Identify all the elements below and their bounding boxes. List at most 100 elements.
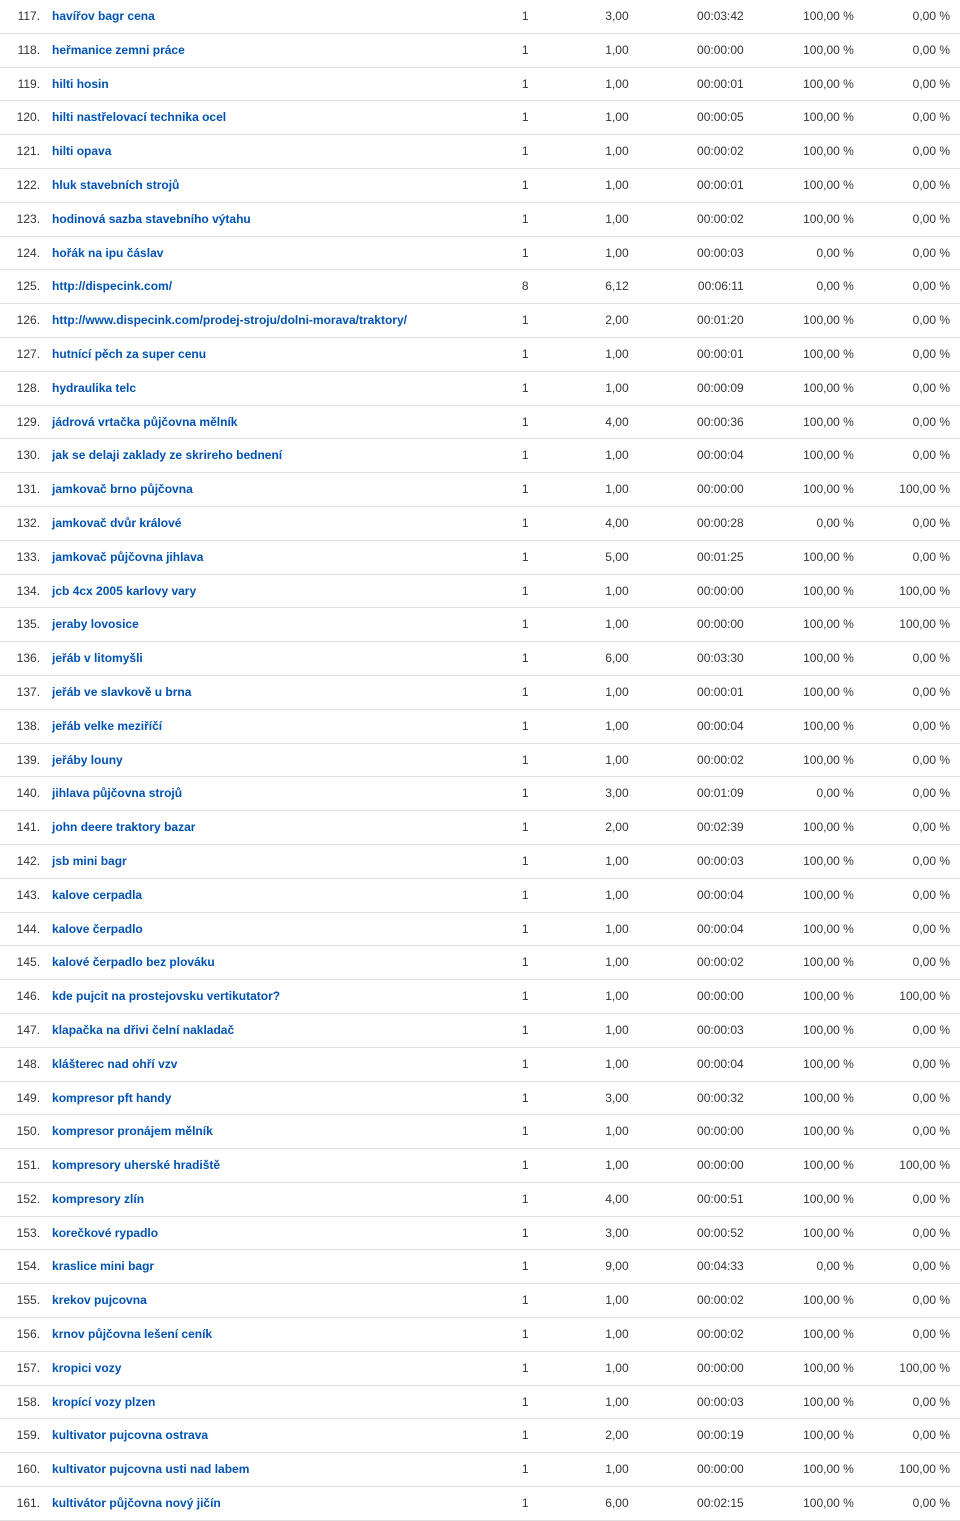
keyword-link[interactable]: hutnící pěch za super cenu bbox=[52, 347, 206, 361]
bounce-rate-pct: 0,00 % bbox=[860, 67, 960, 101]
bounce-rate-pct: 100,00 % bbox=[860, 980, 960, 1014]
keyword-cell: jeraby lovosice bbox=[44, 608, 444, 642]
keyword-link[interactable]: kompresor pft handy bbox=[52, 1091, 171, 1105]
row-index: 139. bbox=[0, 743, 44, 777]
keyword-link[interactable]: jeřáby louny bbox=[52, 753, 123, 767]
bounce-rate-pct: 100,00 % bbox=[860, 1453, 960, 1487]
avg-time: 00:00:02 bbox=[635, 135, 750, 169]
new-visits-pct: 100,00 % bbox=[750, 1419, 860, 1453]
keyword-link[interactable]: hydraulika telc bbox=[52, 381, 136, 395]
avg-time: 00:00:03 bbox=[635, 236, 750, 270]
row-index: 117. bbox=[0, 0, 44, 33]
bounce-rate-pct: 0,00 % bbox=[860, 1216, 960, 1250]
avg-time: 00:00:03 bbox=[635, 844, 750, 878]
keyword-link[interactable]: korečkové rypadlo bbox=[52, 1226, 158, 1240]
keyword-link[interactable]: hilti hosin bbox=[52, 77, 109, 91]
keyword-link[interactable]: kropící vozy plzen bbox=[52, 1395, 155, 1409]
row-index: 135. bbox=[0, 608, 44, 642]
keyword-link[interactable]: jádrová vrtačka půjčovna mělník bbox=[52, 415, 237, 429]
table-row: 132.jamkovač dvůr králové14,0000:00:280,… bbox=[0, 506, 960, 540]
pages-per-visit: 1,00 bbox=[535, 980, 635, 1014]
keyword-link[interactable]: kraslice mini bagr bbox=[52, 1259, 154, 1273]
new-visits-pct: 100,00 % bbox=[750, 0, 860, 33]
keyword-link[interactable]: jeřáb velke meziříčí bbox=[52, 719, 162, 733]
visits-count: 1 bbox=[444, 0, 534, 33]
pages-per-visit: 1,00 bbox=[535, 1047, 635, 1081]
pages-per-visit: 1,00 bbox=[535, 1284, 635, 1318]
new-visits-pct: 100,00 % bbox=[750, 304, 860, 338]
avg-time: 00:02:15 bbox=[635, 1487, 750, 1521]
keyword-link[interactable]: klapačka na dřivi čelní nakladač bbox=[52, 1023, 234, 1037]
keyword-link[interactable]: john deere traktory bazar bbox=[52, 820, 195, 834]
keyword-link[interactable]: heřmanice zemni práce bbox=[52, 43, 185, 57]
keyword-link[interactable]: jeraby lovosice bbox=[52, 617, 139, 631]
pages-per-visit: 4,00 bbox=[535, 506, 635, 540]
keyword-link[interactable]: hluk stavebních strojů bbox=[52, 178, 179, 192]
pages-per-visit: 4,00 bbox=[535, 405, 635, 439]
keyword-link[interactable]: kalove čerpadlo bbox=[52, 922, 143, 936]
table-row: 128.hydraulika telc11,0000:00:09100,00 %… bbox=[0, 371, 960, 405]
new-visits-pct: 100,00 % bbox=[750, 540, 860, 574]
row-index: 150. bbox=[0, 1115, 44, 1149]
bounce-rate-pct: 0,00 % bbox=[860, 0, 960, 33]
bounce-rate-pct: 0,00 % bbox=[860, 337, 960, 371]
table-row: 129.jádrová vrtačka půjčovna mělník14,00… bbox=[0, 405, 960, 439]
keyword-link[interactable]: hilti nastřelovací technika ocel bbox=[52, 110, 226, 124]
bounce-rate-pct: 0,00 % bbox=[860, 1385, 960, 1419]
keyword-link[interactable]: jcb 4cx 2005 karlovy vary bbox=[52, 584, 196, 598]
keyword-link[interactable]: havířov bagr cena bbox=[52, 9, 155, 23]
bounce-rate-pct: 0,00 % bbox=[860, 304, 960, 338]
table-row: 127.hutnící pěch za super cenu11,0000:00… bbox=[0, 337, 960, 371]
pages-per-visit: 1,00 bbox=[535, 473, 635, 507]
row-index: 143. bbox=[0, 878, 44, 912]
keyword-link[interactable]: hodinová sazba stavebního výtahu bbox=[52, 212, 251, 226]
bounce-rate-pct: 0,00 % bbox=[860, 101, 960, 135]
visits-count: 1 bbox=[444, 608, 534, 642]
new-visits-pct: 0,00 % bbox=[750, 1250, 860, 1284]
pages-per-visit: 1,00 bbox=[535, 371, 635, 405]
keyword-link[interactable]: krekov pujcovna bbox=[52, 1293, 147, 1307]
keyword-cell: jeřáb ve slavkově u brna bbox=[44, 675, 444, 709]
table-row: 161.kultivátor půjčovna nový jičín16,000… bbox=[0, 1487, 960, 1521]
keyword-link[interactable]: jamkovač půjčovna jihlava bbox=[52, 550, 203, 564]
keyword-link[interactable]: jihlava půjčovna strojů bbox=[52, 786, 182, 800]
keyword-link[interactable]: kultivator pujcovna ostrava bbox=[52, 1428, 208, 1442]
keyword-link[interactable]: kultivator pujcovna usti nad labem bbox=[52, 1462, 249, 1476]
keyword-link[interactable]: kalove cerpadla bbox=[52, 888, 142, 902]
keyword-link[interactable]: hořák na ipu čáslav bbox=[52, 246, 163, 260]
new-visits-pct: 0,00 % bbox=[750, 506, 860, 540]
pages-per-visit: 1,00 bbox=[535, 844, 635, 878]
keyword-link[interactable]: klášterec nad ohří vzv bbox=[52, 1057, 177, 1071]
new-visits-pct: 100,00 % bbox=[750, 1284, 860, 1318]
keyword-link[interactable]: jeřáb ve slavkově u brna bbox=[52, 685, 191, 699]
table-row: 131.jamkovač brno půjčovna11,0000:00:001… bbox=[0, 473, 960, 507]
keyword-link[interactable]: kalové čerpadlo bez plováku bbox=[52, 955, 215, 969]
keyword-link[interactable]: kompresor pronájem mělník bbox=[52, 1124, 213, 1138]
bounce-rate-pct: 0,00 % bbox=[860, 777, 960, 811]
row-index: 124. bbox=[0, 236, 44, 270]
keyword-link[interactable]: jsb mini bagr bbox=[52, 854, 127, 868]
visits-count: 1 bbox=[444, 946, 534, 980]
keyword-link[interactable]: jamkovač brno půjčovna bbox=[52, 482, 193, 496]
keyword-cell: kompresory zlín bbox=[44, 1182, 444, 1216]
keyword-link[interactable]: jak se delaji zaklady ze skrireho bednen… bbox=[52, 448, 282, 462]
keyword-cell: krekov pujcovna bbox=[44, 1284, 444, 1318]
keyword-link[interactable]: kropici vozy bbox=[52, 1361, 121, 1375]
table-row: 147.klapačka na dřivi čelní nakladač11,0… bbox=[0, 1013, 960, 1047]
pages-per-visit: 1,00 bbox=[535, 709, 635, 743]
keyword-link[interactable]: jamkovač dvůr králové bbox=[52, 516, 181, 530]
keyword-link[interactable]: kompresory zlín bbox=[52, 1192, 144, 1206]
keyword-link[interactable]: kompresory uherské hradiště bbox=[52, 1158, 220, 1172]
visits-count: 1 bbox=[444, 33, 534, 67]
avg-time: 00:00:04 bbox=[635, 878, 750, 912]
keyword-link[interactable]: kultivátor půjčovna nový jičín bbox=[52, 1496, 221, 1510]
keyword-link[interactable]: jeřáb v litomyšli bbox=[52, 651, 143, 665]
keyword-link[interactable]: krnov půjčovna lešení ceník bbox=[52, 1327, 212, 1341]
avg-time: 00:00:00 bbox=[635, 608, 750, 642]
keyword-link[interactable]: hilti opava bbox=[52, 144, 111, 158]
keyword-link[interactable]: http://dispecink.com/ bbox=[52, 279, 172, 293]
keyword-cell: hilti hosin bbox=[44, 67, 444, 101]
keyword-link[interactable]: kde pujcit na prostejovsku vertikutator? bbox=[52, 989, 280, 1003]
keyword-link[interactable]: http://www.dispecink.com/prodej-stroju/d… bbox=[52, 313, 407, 327]
table-row: 144.kalove čerpadlo11,0000:00:04100,00 %… bbox=[0, 912, 960, 946]
